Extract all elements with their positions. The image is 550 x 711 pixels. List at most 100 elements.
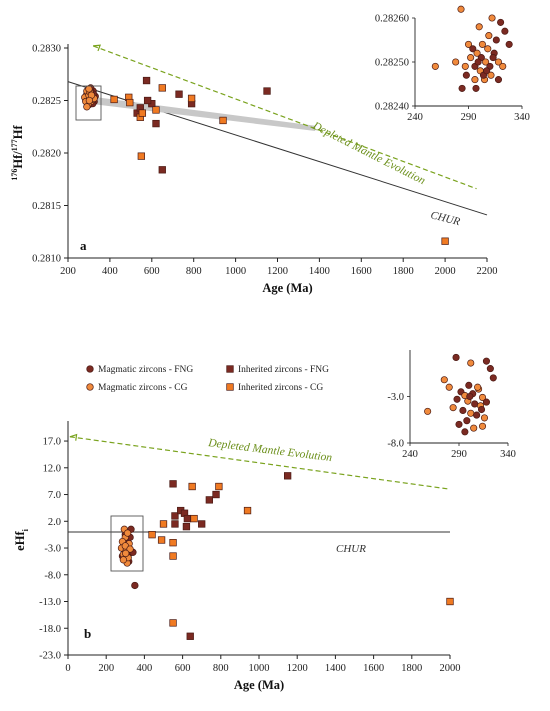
y-label-text: eHf: [13, 531, 27, 551]
y-tick-label: 0.2820: [32, 149, 61, 160]
data-point: [175, 90, 183, 98]
crustal-evolution-band: [88, 96, 316, 131]
inset-data-point: [474, 383, 482, 391]
data-point: [152, 106, 160, 114]
legend-marker: [86, 383, 94, 391]
y-axis-label: eHfi: [13, 528, 30, 550]
inset-data-point: [488, 14, 496, 22]
data-point: [183, 514, 192, 523]
x-tick-label: 600: [144, 266, 160, 277]
inset-plot: 240 290 340 -8.0 -3.0: [387, 350, 516, 460]
panel-label: a: [80, 238, 87, 253]
inset-y-tick-label: 0.28260: [375, 14, 409, 25]
x-axis-label: Age (Ma): [262, 281, 312, 295]
x-tick-label: 1800: [401, 663, 422, 674]
y-tick-label: 0.2815: [32, 201, 61, 212]
legend: Magmatic zircons - FNG Inherited zircons …: [86, 365, 329, 393]
legend-marker: [86, 365, 94, 373]
data-point: [198, 520, 206, 528]
data-point: [188, 482, 196, 491]
x-tick-label: 200: [98, 663, 114, 674]
y-tick-label: 0.2830: [32, 44, 61, 55]
inset-data-point: [497, 18, 505, 26]
x-tick-label: 1400: [309, 266, 330, 277]
zoom-box: [110, 515, 144, 572]
inset-data-point: [492, 36, 500, 44]
data-point: [142, 76, 151, 85]
x-tick-label: 600: [175, 663, 191, 674]
chur-label: CHUR: [336, 543, 366, 555]
inset-data-point: [482, 357, 490, 365]
panel-b: 0 200 400 600 800 1000 1200 1400 1600 1800 2000 -23…: [13, 350, 516, 692]
inset-data-point: [466, 392, 474, 401]
data-point: [119, 556, 128, 564]
data-point: [137, 152, 145, 160]
data-point: [126, 98, 134, 107]
data-point: [126, 545, 134, 553]
inset-data-point: [478, 393, 487, 401]
inset-x-tick-label: 290: [451, 449, 467, 460]
y-label-sub: i: [21, 528, 30, 531]
inset-data-point: [482, 58, 490, 66]
inset-data-point: [494, 58, 503, 66]
y-label-text: Hf/: [11, 151, 25, 169]
y-tick-label: 0.2825: [32, 96, 61, 107]
data-point: [169, 552, 177, 560]
data-point: [148, 531, 156, 539]
data-point: [110, 95, 118, 104]
inset-data-point: [467, 54, 475, 62]
depleted-mantle-arrowhead: [69, 433, 78, 441]
x-tick-label: 1600: [363, 663, 384, 674]
legend-label: Inherited zircons - FNG: [238, 365, 329, 375]
inset-y-tick-label: 0.28240: [375, 102, 409, 113]
legend-label: Magmatic zircons - FNG: [98, 365, 193, 375]
data-point: [441, 237, 449, 245]
x-tick-label: 2200: [477, 266, 498, 277]
x-tick-label: 1000: [249, 663, 270, 674]
x-tick-label: 200: [60, 266, 76, 277]
legend-label: Inherited zircons - CG: [238, 383, 323, 393]
data-point: [158, 84, 166, 92]
data-point: [215, 482, 223, 491]
inset-data-point: [455, 420, 463, 428]
inset-data-point: [445, 383, 453, 391]
y-tick-label: 17.0: [43, 437, 61, 448]
chur-label: CHUR: [429, 209, 461, 228]
inset-x-tick-label: 290: [461, 112, 477, 123]
data-point: [122, 549, 130, 558]
data-point: [159, 520, 168, 528]
y-tick-label: -8.0: [44, 570, 61, 581]
inset-data-point: [449, 404, 457, 412]
inset-data-point: [469, 45, 477, 53]
data-point: [169, 539, 177, 547]
inset-data-point: [464, 40, 473, 48]
inset-data-point: [453, 395, 461, 403]
inset-data-point: [452, 353, 460, 361]
panel-label: b: [84, 626, 91, 641]
inset-data-point: [483, 67, 491, 75]
data-point: [205, 496, 213, 504]
x-tick-label: 400: [102, 266, 118, 277]
inset-data-point: [452, 58, 460, 66]
data-point: [85, 96, 94, 105]
inset-data-point: [424, 407, 432, 415]
y-tick-label: 2.0: [48, 517, 61, 528]
x-tick-label: 0: [65, 663, 70, 674]
data-point: [157, 536, 166, 544]
series-magmatic-zircons-cg: [81, 85, 98, 111]
data-point: [143, 96, 152, 105]
data-point: [187, 94, 196, 103]
inset-data-point: [478, 40, 486, 48]
inset-data-point: [471, 400, 479, 408]
data-point: [83, 103, 91, 111]
y-tick-label: 7.0: [48, 490, 61, 501]
y-axis-label: 176Hf/177Hf: [10, 125, 25, 181]
inset-y-tick-label: 0.28250: [375, 58, 409, 69]
inset-data-point: [461, 428, 469, 436]
depleted-mantle-label: Depleted Mantle Evolution: [207, 437, 333, 464]
data-point: [243, 506, 252, 515]
zoom-box: [75, 85, 102, 121]
y-label-text: Hf: [11, 125, 25, 140]
inset-y-tick-label: -8.0: [387, 439, 404, 450]
